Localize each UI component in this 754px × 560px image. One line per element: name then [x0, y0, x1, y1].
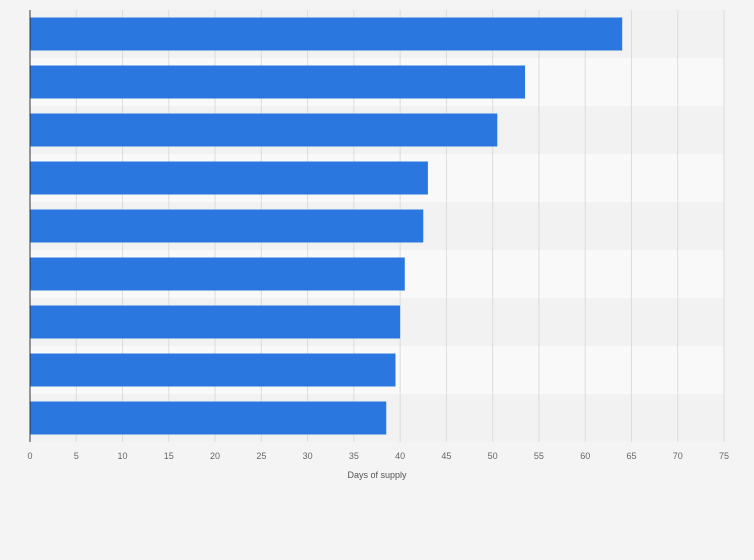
bar [30, 257, 405, 291]
x-tick-label: 45 [441, 451, 451, 461]
x-tick-label: 25 [256, 451, 266, 461]
x-tick-label: 65 [626, 451, 636, 461]
x-tick-label: 15 [164, 451, 174, 461]
x-tick-label: 30 [303, 451, 313, 461]
x-tick-label: 55 [534, 451, 544, 461]
x-tick-label: 35 [349, 451, 359, 461]
x-tick-label: 0 [27, 451, 32, 461]
bar [30, 353, 396, 387]
bar [30, 113, 498, 147]
x-tick-label: 10 [118, 451, 128, 461]
bar [30, 161, 428, 195]
x-tick-label: 40 [395, 451, 405, 461]
bars [30, 17, 623, 435]
x-tick-label: 5 [74, 451, 79, 461]
x-tick-label: 50 [488, 451, 498, 461]
x-tick-label: 75 [719, 451, 729, 461]
bar [30, 305, 401, 339]
x-tick-labels: 0 5 10 15 20 25 30 35 40 45 50 55 60 65 70 75 [27, 451, 729, 461]
bar [30, 65, 526, 99]
x-tick-label: 60 [580, 451, 590, 461]
x-tick-label: 20 [210, 451, 220, 461]
bar [30, 401, 387, 435]
bar [30, 209, 424, 243]
bar [30, 17, 623, 51]
x-axis-title: Days of supply [347, 470, 407, 480]
x-tick-label: 70 [673, 451, 683, 461]
